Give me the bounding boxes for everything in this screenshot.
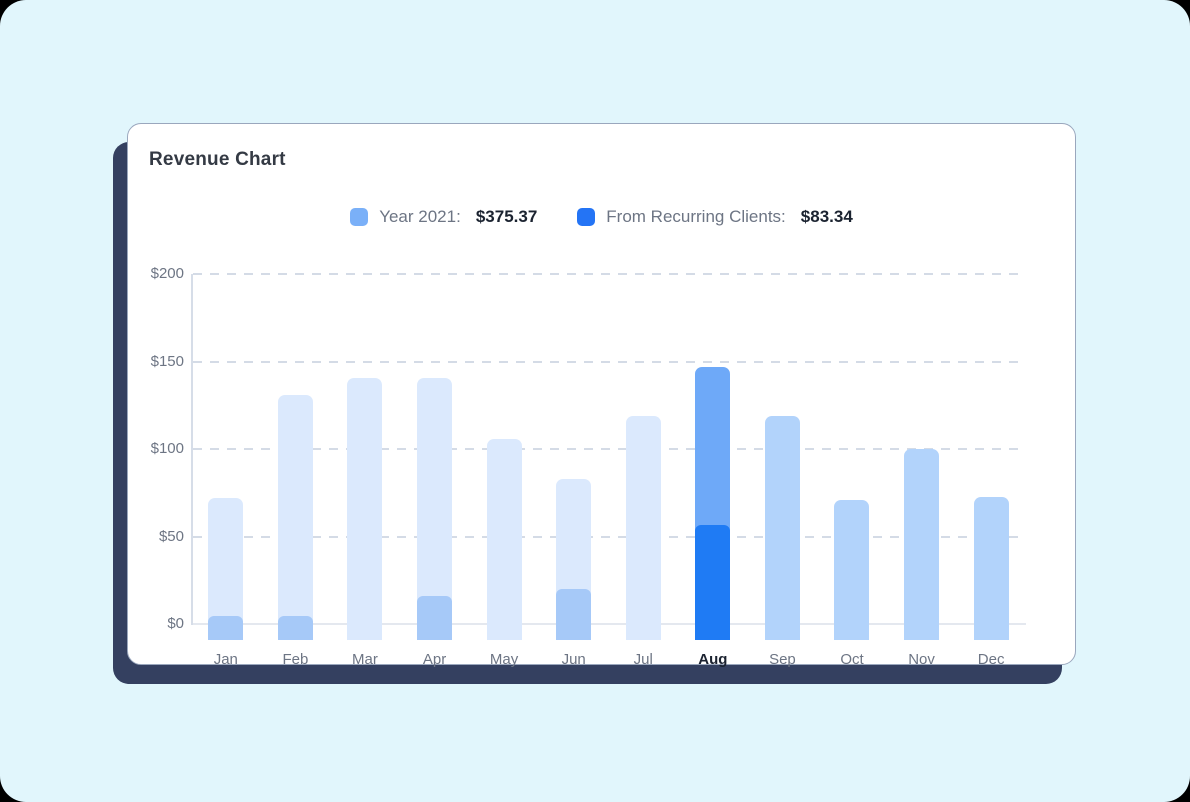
legend-value: $83.34 xyxy=(800,207,853,226)
x-tick-label-aug: Aug xyxy=(698,651,728,668)
bar-jan-recurring[interactable] xyxy=(208,615,244,640)
x-tick-label-jul: Jul xyxy=(633,651,653,668)
bar-feb-recurring[interactable] xyxy=(277,615,313,640)
x-tick-label-jan: Jan xyxy=(213,651,238,668)
x-tick-label-nov: Nov xyxy=(908,651,935,668)
bar-jun-total[interactable] xyxy=(556,479,592,640)
month-column-apr: Apr xyxy=(400,274,470,669)
bar-aug-total[interactable] xyxy=(695,367,731,640)
bar-apr-total[interactable] xyxy=(417,377,453,640)
gridline xyxy=(193,448,1026,450)
bar-slot xyxy=(208,290,244,640)
x-tick-label-sep: Sep xyxy=(769,651,796,668)
bar-slot xyxy=(904,290,940,640)
x-tick-label-dec: Dec xyxy=(977,651,1005,668)
legend-value: $375.37 xyxy=(475,207,538,226)
gridline xyxy=(193,273,1026,275)
month-column-jan: Jan xyxy=(191,274,261,669)
bar-apr-recurring[interactable] xyxy=(417,596,453,640)
bar-feb-total[interactable] xyxy=(277,395,313,640)
x-tick-label-jun: Jun xyxy=(561,651,586,668)
revenue-chart-card: Revenue Chart Year 2021: $375.37 From Re… xyxy=(127,123,1076,668)
bar-slot xyxy=(695,290,731,640)
bar-jun-recurring[interactable] xyxy=(556,589,592,640)
y-tick-label: $100 xyxy=(150,440,184,457)
gridline xyxy=(193,535,1026,538)
plot-grid xyxy=(191,273,1026,626)
gridline xyxy=(193,360,1026,363)
bar-aug-recurring[interactable] xyxy=(695,524,731,640)
month-column-oct: Oct xyxy=(817,274,887,669)
plot-area: Jan Feb Mar Apr May Jun Jul Aug Sep Oct Nov Dec xyxy=(191,274,1026,669)
legend-swatch-year-2021-icon xyxy=(350,208,369,226)
x-tick-label-feb: Feb xyxy=(282,651,309,668)
month-column-may: May xyxy=(469,274,539,669)
y-tick-label: $150 xyxy=(150,352,184,370)
month-column-mar: Mar xyxy=(330,274,400,669)
bar-slot xyxy=(417,290,453,640)
bar-slot xyxy=(556,290,592,640)
month-column-nov: Nov xyxy=(887,274,957,669)
x-tick-label-mar: Mar xyxy=(352,651,378,668)
legend-item-recurring-clients[interactable]: From Recurring Clients: $83.34 xyxy=(577,207,853,227)
x-tick-label-apr: Apr xyxy=(422,651,447,668)
bar-nov-total[interactable] xyxy=(904,449,940,640)
bar-slot xyxy=(347,290,383,640)
page-title: Revenue Chart xyxy=(149,149,286,170)
month-column-jun: Jun xyxy=(539,274,609,669)
bar-may-total[interactable] xyxy=(486,438,522,640)
y-tick-label: $0 xyxy=(167,615,184,632)
bar-jul-total[interactable] xyxy=(625,416,661,640)
x-axis-baseline xyxy=(193,623,1026,625)
y-axis-labels: $200 $150 $100 $50 $0 xyxy=(128,124,184,664)
legend-swatch-recurring-icon xyxy=(577,208,596,226)
bar-slot xyxy=(834,290,870,640)
month-column-dec: Dec xyxy=(956,274,1026,669)
bar-mar-total[interactable] xyxy=(347,377,383,640)
y-tick-label: $200 xyxy=(150,265,184,282)
month-column-feb: Feb xyxy=(261,274,331,669)
bar-slot xyxy=(973,290,1009,640)
bar-dec-total[interactable] xyxy=(973,496,1009,640)
bar-slot xyxy=(486,290,522,640)
month-column-jul: Jul xyxy=(608,274,678,669)
bar-slot xyxy=(764,290,800,640)
chart-legend: Year 2021: $375.37 From Recurring Client… xyxy=(128,207,1075,227)
y-axis-line xyxy=(191,274,193,625)
bar-jan-total[interactable] xyxy=(208,498,244,640)
bar-oct-total[interactable] xyxy=(834,500,870,640)
legend-item-year-2021[interactable]: Year 2021: $375.37 xyxy=(350,207,537,227)
bar-sep-total[interactable] xyxy=(764,416,800,640)
y-tick-label: $50 xyxy=(158,527,184,545)
x-tick-label-oct: Oct xyxy=(840,651,864,668)
legend-label: Year 2021: xyxy=(379,207,461,226)
x-tick-label-may: May xyxy=(489,651,519,668)
month-column-sep: Sep xyxy=(748,274,818,669)
bar-slot xyxy=(277,290,313,640)
legend-label: From Recurring Clients: xyxy=(606,207,786,226)
bar-slot xyxy=(625,290,661,640)
month-column-aug: Aug xyxy=(678,274,748,669)
